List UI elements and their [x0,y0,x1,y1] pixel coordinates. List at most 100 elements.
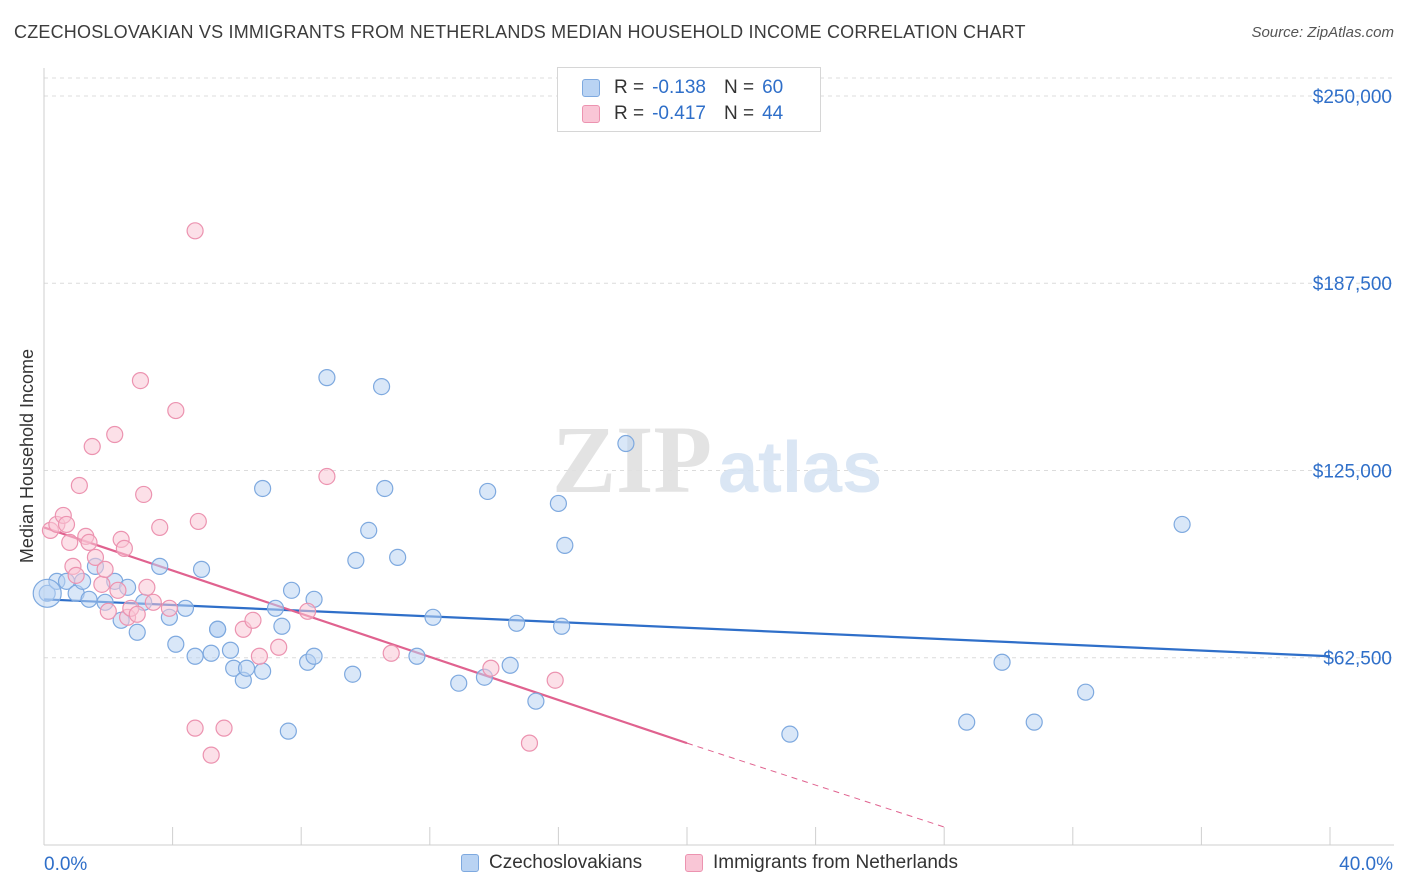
point-netherlands [67,566,85,584]
point-czechoslovakians [279,722,297,740]
point-netherlands [160,599,178,617]
point-czechoslovakians [80,590,98,608]
legend-r-value: -0.138 [652,77,706,98]
point-czechoslovakians [237,659,256,677]
point-czechoslovakians [273,617,291,635]
point-czechoslovakians-large [32,578,62,608]
watermark-zip: ZIP [552,406,712,513]
y-tick-label: $62,500 [1323,649,1392,670]
point-czechoslovakians [617,434,635,453]
legend-row-czechoslovakians: R = -0.138 N = 60 [582,76,783,100]
point-netherlands [128,605,146,623]
point-netherlands [546,671,564,689]
point-netherlands [61,533,79,551]
point-netherlands [131,372,150,390]
point-netherlands [86,548,105,566]
point-czechoslovakians [549,494,568,513]
point-netherlands [70,476,88,495]
trend-lines [43,526,1331,828]
point-czechoslovakians [282,581,301,599]
legend-swatch-blue [582,79,600,97]
chart-title: CZECHOSLOVAKIAN VS IMMIGRANTS FROM NETHE… [14,22,1026,42]
point-czechoslovakians [347,551,365,569]
series-swatch-pink [685,854,703,872]
tick-labels: $250,000 $187,500 $125,000 $62,500 0.0% 40.0% [44,87,1393,875]
point-czechoslovakians [501,656,519,674]
point-czechoslovakians [254,662,272,680]
point-czechoslovakians [1077,683,1095,701]
legend-row-netherlands: R = -0.417 N = 44 [582,102,783,126]
axes [43,68,1394,846]
data-points [32,222,1191,764]
point-netherlands [186,222,204,240]
point-czechoslovakians [305,647,323,665]
point-czechoslovakians [508,614,526,632]
point-czechoslovakians [1173,515,1191,534]
point-czechoslovakians [202,644,220,662]
point-czechoslovakians [1025,713,1043,731]
legend-n-value: 44 [762,103,784,124]
point-czechoslovakians [450,674,468,692]
series-legend-label: Czechoslovakians [489,852,643,873]
point-czechoslovakians [424,608,442,626]
point-netherlands [382,644,400,662]
series-legend-netherlands[interactable]: Immigrants from Netherlands [685,852,958,874]
point-netherlands [520,734,539,752]
point-netherlands [93,575,111,593]
point-czechoslovakians [993,653,1011,671]
point-netherlands [244,611,262,629]
point-czechoslovakians [389,548,407,566]
trend-line-netherlands [686,742,945,828]
watermark: ZIP atlas [552,406,882,513]
point-czechoslovakians [318,369,336,387]
correlation-legend: R = -0.138 N = 60 R = -0.417 N = 44 [557,67,821,132]
point-netherlands [135,485,153,504]
point-czechoslovakians [408,647,426,665]
series-legend: Czechoslovakians Immigrants from Netherl… [0,852,1406,878]
trend-line-netherlands [43,526,688,745]
point-netherlands [96,560,114,578]
point-netherlands [138,578,156,596]
trend-line-czechoslovakians [43,598,1331,658]
legend-swatch-pink [582,105,600,123]
point-netherlands [80,533,98,551]
legend-n-label: N = [723,77,755,98]
point-netherlands [299,602,317,620]
series-legend-label: Immigrants from Netherlands [713,852,958,873]
point-czechoslovakians [360,521,378,540]
y-axis-label: Median Household Income [17,349,37,563]
legend-r-label: R = [614,103,645,124]
point-netherlands [83,437,101,456]
point-czechoslovakians [167,635,185,653]
legend-n-label: N = [723,103,755,124]
point-czechoslovakians [209,620,227,638]
source-label: Source: ZipAtlas.com [1251,24,1394,41]
point-czechoslovakians [128,623,146,641]
point-netherlands [115,539,133,557]
point-czechoslovakians [376,479,394,498]
point-netherlands [186,719,204,737]
grid-lines [44,77,1394,659]
point-czechoslovakians [221,641,240,659]
point-netherlands [106,425,124,444]
point-czechoslovakians [186,647,204,665]
legend-r-value: -0.417 [652,103,706,124]
point-czechoslovakians [151,557,169,575]
series-swatch-blue [461,854,479,872]
y-tick-label: $125,000 [1313,461,1392,482]
point-czechoslovakians [553,617,571,635]
point-netherlands [57,515,76,534]
point-czechoslovakians [958,713,976,731]
point-netherlands [109,581,127,599]
point-czechoslovakians [372,377,391,396]
legend-r-label: R = [614,77,645,98]
point-netherlands [189,512,207,531]
point-netherlands [167,401,185,420]
y-tick-label: $250,000 [1313,87,1392,108]
point-czechoslovakians [254,479,272,498]
point-czechoslovakians [266,599,285,617]
series-legend-czechoslovakians[interactable]: Czechoslovakians [461,852,642,874]
point-czechoslovakians [479,482,497,501]
point-netherlands [151,518,169,537]
